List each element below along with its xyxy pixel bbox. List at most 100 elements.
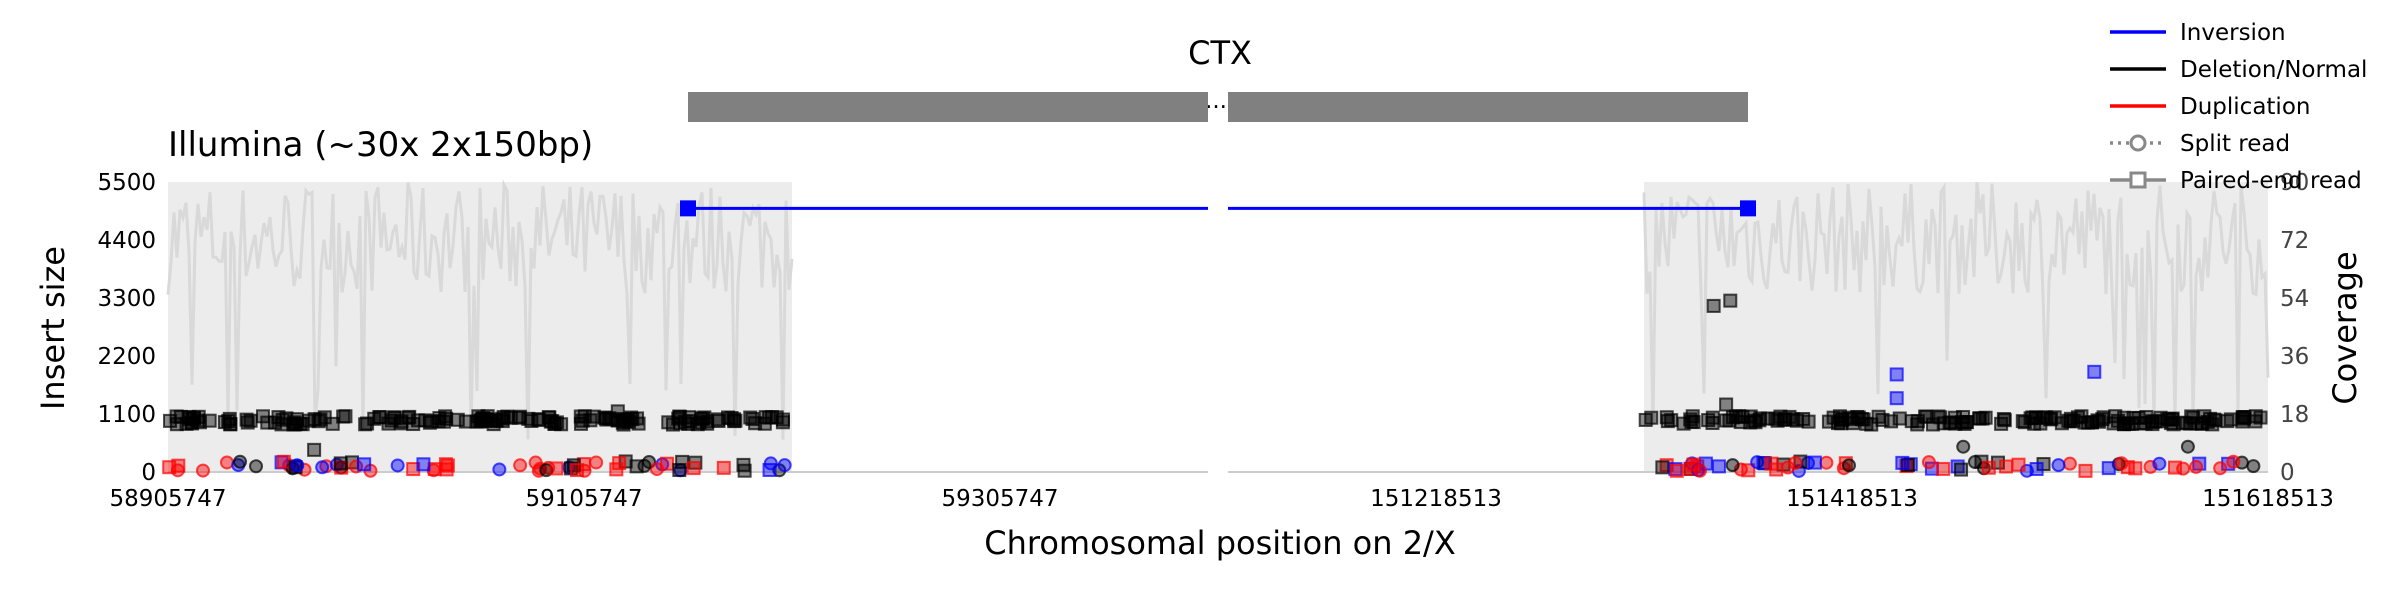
left-y-tick-label: 0: [141, 460, 156, 486]
inversion-read-point: [1668, 462, 1683, 477]
deletion-read-point: [2246, 459, 2261, 474]
deletion-read-point: [1701, 413, 1716, 428]
duplication-read-point: [1769, 462, 1784, 477]
duplication-read-point: [570, 463, 585, 478]
coverage-line: [166, 179, 794, 440]
deletion-read-point: [637, 458, 652, 473]
deletion-read-point: [410, 413, 425, 428]
duplication-read-point: [716, 460, 731, 475]
legend-circle-marker: [2129, 134, 2147, 152]
deletion-read-point: [711, 414, 726, 429]
deletion-read-point: [1954, 462, 1969, 477]
deletion-read-point: [1729, 409, 1744, 424]
deletion-read-point: [2203, 411, 2218, 426]
left-y-tick-label: 2200: [97, 344, 156, 370]
duplication-read-point: [2011, 457, 2026, 472]
breakpoint-marker: [680, 200, 696, 217]
deletion-read-point: [249, 459, 264, 474]
duplication-read-point: [1981, 460, 1996, 475]
deletion-read-point: [583, 413, 598, 428]
left-y-tick-label: 4400: [97, 228, 156, 254]
inversion-read-point: [416, 457, 431, 472]
deletion-read-point: [1659, 410, 1674, 425]
deletion-read-point: [1918, 409, 1933, 424]
duplication-read-point: [2176, 461, 2191, 476]
duplication-read-point: [1921, 455, 1936, 470]
duplication-read-point: [276, 454, 291, 469]
deletion-read-point: [2139, 410, 2154, 425]
duplication-read-point: [513, 458, 528, 473]
deletion-read-point: [418, 413, 433, 428]
legend-label: Duplication: [2180, 94, 2310, 120]
deletion-read-point: [240, 415, 255, 430]
duplication-read-point: [2189, 459, 2204, 474]
deletion-read-point: [1884, 414, 1899, 429]
deletion-read-point: [360, 416, 375, 431]
deletion-read-point: [575, 413, 590, 428]
inversion-read-point: [2101, 461, 2116, 476]
duplication-read-point: [2128, 461, 2143, 476]
right-y-tick-label: 0: [2280, 460, 2295, 486]
inversion-read-point: [2152, 456, 2167, 471]
duplication-read-point: [609, 462, 624, 477]
breakpoint-marker: [1740, 200, 1756, 217]
inversion-read-point: [2051, 458, 2066, 473]
inversion-read-point: [1711, 459, 1726, 474]
deletion-read-point: [387, 410, 402, 425]
duplication-read-point: [589, 455, 604, 470]
legend-square-marker: [2129, 171, 2147, 189]
highlight-read-point: [1956, 439, 1971, 454]
panel-subtitle: Illumina (~30x 2x150bp): [168, 125, 593, 165]
deletion-read-point: [255, 409, 270, 424]
deletion-read-point: [531, 413, 546, 428]
highlight-read-point: [1719, 397, 1734, 412]
deletion-read-point: [1676, 416, 1691, 431]
chart-title: CTX: [1188, 34, 1252, 72]
inversion-read-point: [763, 456, 778, 471]
left-y-tick-label: 1100: [97, 402, 156, 428]
deletion-read-point: [317, 410, 332, 425]
inversion-read-point: [2029, 462, 2044, 477]
highlight-read-point: [1889, 391, 1904, 406]
duplication-read-point: [427, 462, 442, 477]
deletion-read-point: [1948, 416, 1963, 431]
inversion-read-point: [357, 457, 372, 472]
deletion-read-point: [597, 410, 612, 425]
deletion-read-point: [338, 409, 353, 424]
deletion-read-point: [2092, 414, 2107, 429]
read-points: [162, 293, 2268, 478]
duplication-read-point: [1788, 455, 1803, 470]
duplication-read-point: [1819, 455, 1834, 470]
right-y-tick-label: 54: [2280, 286, 2309, 312]
tick-labels: 0 1100 2200 3300 4400 5500 0 18 36 54 72 90 58905747…: [97, 170, 2333, 512]
duplication-read-point: [1999, 459, 2014, 474]
inversion-read-point: [1807, 455, 1822, 470]
x-tick-label: 151218513: [1370, 486, 1502, 512]
right-y-tick-label: 36: [2280, 344, 2309, 370]
deletion-read-point: [737, 463, 752, 478]
deletion-read-point: [631, 416, 646, 431]
deletion-read-point: [1967, 455, 1982, 470]
duplication-read-point: [2062, 456, 2077, 471]
deletion-read-point: [202, 413, 217, 428]
x-axis-title: Chromosomal position on 2/X: [984, 524, 1456, 562]
duplication-read-point: [1936, 461, 1951, 476]
deletion-read-point: [2166, 417, 2181, 432]
deletion-read-point: [307, 412, 322, 427]
duplication-read-point: [170, 463, 185, 478]
inversion-read-point: [315, 460, 330, 475]
legend: Inversion Deletion/Normal Duplication Split…: [2110, 20, 2367, 194]
highlight-read-point: [2180, 439, 2195, 454]
left-y-tick-label: 3300: [97, 286, 156, 312]
deletion-read-point: [1638, 412, 1653, 427]
duplication-read-point: [2078, 463, 2093, 478]
deletion-read-point: [769, 410, 784, 425]
deletion-read-point: [673, 416, 688, 431]
left-y-tick-label: 5500: [97, 170, 156, 196]
inversion-read-point: [492, 462, 507, 477]
legend-label: Split read: [2180, 131, 2290, 157]
deletion-read-point: [1925, 417, 1940, 432]
deletion-read-point: [661, 415, 676, 430]
coverage-track: [166, 179, 2270, 472]
coverage-line: [1642, 182, 2270, 426]
